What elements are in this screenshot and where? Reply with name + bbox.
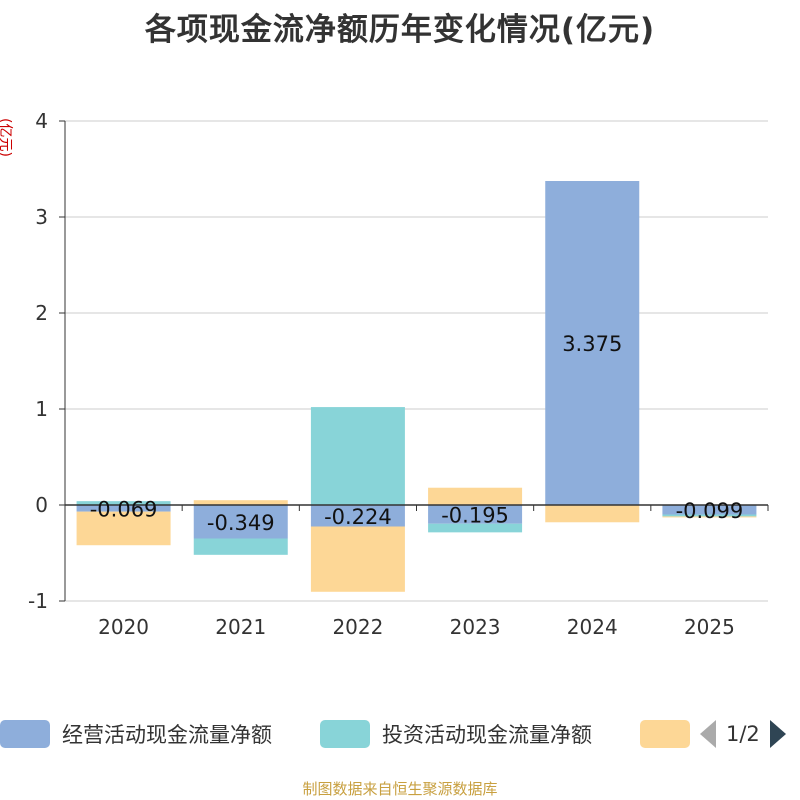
- bar-series0-2025[interactable]: [662, 505, 757, 515]
- legend-item-financing[interactable]: [640, 716, 690, 752]
- legend-swatch-operating: [0, 720, 50, 748]
- legend-label-investing: 投资活动现金流量净额: [382, 723, 592, 747]
- x-tick-label: 2022: [332, 615, 383, 639]
- pager-text: 1/2: [726, 722, 760, 746]
- bar-series2-2024[interactable]: [545, 505, 640, 523]
- legend-swatch-financing: [640, 720, 690, 748]
- bar-series1-2023[interactable]: [428, 523, 523, 533]
- legend-label-operating: 经营活动现金流量净额: [62, 723, 272, 747]
- legend-item-investing[interactable]: 投资活动现金流量净额: [320, 716, 592, 752]
- bar-series0-2022[interactable]: [310, 505, 405, 527]
- bar-series1-2025[interactable]: [662, 514, 757, 517]
- bar-series0-2020[interactable]: [76, 505, 171, 512]
- bar-series1-2022[interactable]: [310, 407, 405, 505]
- bar-series1-2020[interactable]: [76, 501, 171, 505]
- data-label: -0.195: [441, 503, 509, 527]
- bar-series2-2023[interactable]: [428, 487, 523, 505]
- data-label: -0.349: [207, 511, 275, 535]
- chart-title: 各项现金流净额历年变化情况(亿元): [144, 12, 656, 48]
- x-tick-label: 2023: [450, 615, 501, 639]
- bar-series2-2022[interactable]: [310, 526, 405, 592]
- legend: 经营活动现金流量净额 投资活动现金流量净额: [0, 716, 800, 756]
- x-tick-label: 2020: [98, 615, 149, 639]
- bar-series0-2024[interactable]: [545, 181, 640, 505]
- bar-series1-2021[interactable]: [193, 538, 288, 555]
- bar-series2-2020[interactable]: [76, 511, 171, 546]
- legend-item-operating[interactable]: 经营活动现金流量净额: [0, 716, 272, 752]
- data-label: 3.375: [562, 332, 622, 356]
- pager-next-icon[interactable]: [769, 720, 786, 748]
- y-tick-label: 3: [35, 205, 48, 229]
- source-note: 制图数据来自恒生聚源数据库: [302, 780, 498, 798]
- x-tick-label: 2025: [684, 615, 735, 639]
- pager-prev-icon[interactable]: [700, 720, 716, 748]
- y-tick-label: 2: [35, 301, 48, 325]
- y-tick-label: -1: [28, 589, 48, 613]
- y-tick-label: 4: [35, 109, 48, 133]
- legend-pager: 1/2: [700, 718, 786, 750]
- legend-swatch-investing: [320, 720, 370, 748]
- data-label: -0.224: [324, 505, 392, 529]
- x-tick-label: 2021: [215, 615, 266, 639]
- bar-series2-2025[interactable]: [662, 516, 757, 518]
- data-label: -0.069: [90, 497, 158, 521]
- data-label: -0.099: [676, 499, 744, 523]
- bar-series0-2021[interactable]: [193, 505, 288, 539]
- x-tick-label: 2024: [567, 615, 618, 639]
- y-tick-label: 0: [35, 493, 48, 517]
- bar-series2-2021[interactable]: [193, 500, 288, 505]
- y-tick-label: 1: [35, 397, 48, 421]
- bar-series0-2023[interactable]: [428, 505, 523, 524]
